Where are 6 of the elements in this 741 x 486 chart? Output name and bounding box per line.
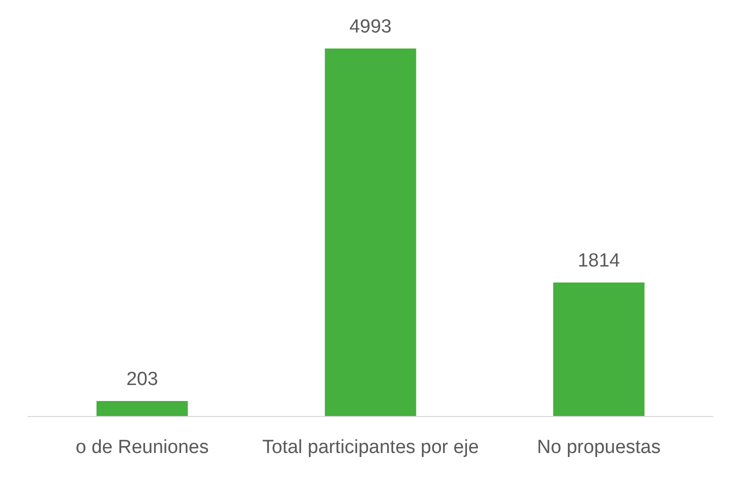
x-tick-label: Total participantes por eje	[262, 437, 479, 458]
x-tick-label: No propuestas	[537, 437, 661, 458]
x-tick-label: o de Reuniones	[76, 437, 209, 458]
data-label: 1814	[578, 250, 620, 272]
data-label: 203	[126, 369, 158, 390]
data-label: 4993	[349, 16, 392, 38]
